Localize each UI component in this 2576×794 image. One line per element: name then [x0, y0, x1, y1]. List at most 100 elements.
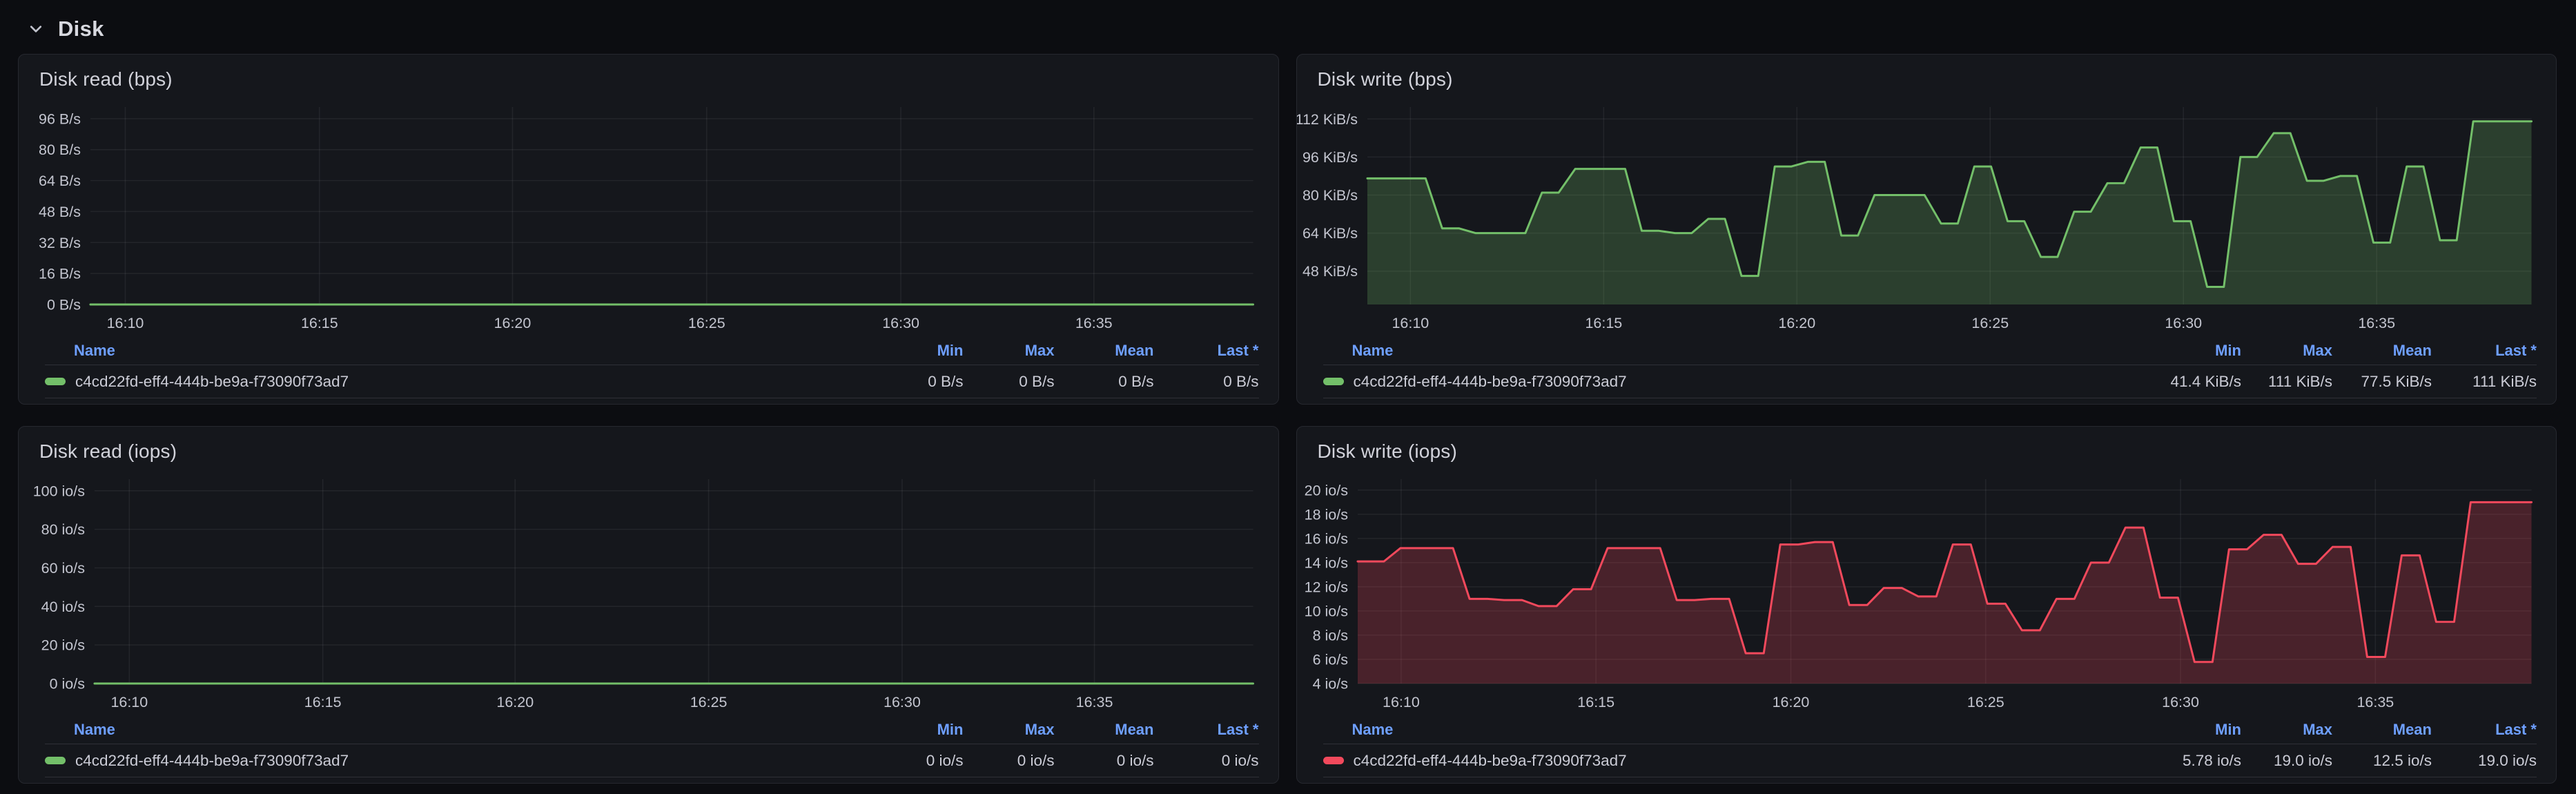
chart-wrap-1: 112 KiB/s 96 KiB/s 80 KiB/s 64 KiB/s 48 KiB/…: [1297, 92, 2557, 336]
svg-text:16:20: 16:20: [496, 694, 534, 710]
legend-last-value-3: 19.0 io/s: [2477, 751, 2537, 769]
svg-text:16:35: 16:35: [2357, 694, 2394, 710]
svg-text:80 B/s: 80 B/s: [39, 142, 81, 158]
svg-text:16:20: 16:20: [1778, 315, 1815, 331]
svg-text:16:35: 16:35: [1075, 315, 1113, 331]
panel-title-2[interactable]: Disk read (iops): [19, 427, 1278, 464]
svg-text:16:20: 16:20: [494, 315, 531, 331]
svg-text:16:15: 16:15: [1585, 315, 1622, 331]
svg-text:96 KiB/s: 96 KiB/s: [1302, 149, 1357, 166]
time-series-chart-3[interactable]: 20 io/s 18 io/s 16 io/s 14 io/s 12 io/s 10 io…: [1297, 464, 2557, 715]
legend-col-last-3[interactable]: Last *: [2495, 720, 2537, 738]
svg-text:112 KiB/s: 112 KiB/s: [1297, 111, 1358, 128]
panel-title-text-2: Disk read (iops): [39, 440, 177, 462]
legend-mean-value-1: 77.5 KiB/s: [2361, 372, 2432, 390]
time-series-chart-2[interactable]: 100 io/s 80 io/s 60 io/s 40 io/s 20 io/s 0 io…: [19, 464, 1278, 715]
chart-wrap-2: 100 io/s 80 io/s 60 io/s 40 io/s 20 io/s 0 io…: [19, 464, 1278, 715]
legend-col-last-1[interactable]: Last *: [2495, 341, 2537, 359]
svg-text:16:30: 16:30: [2165, 315, 2202, 331]
legend-series-row-3: c4cd22fd-eff4-444b-be9a-f73090f73ad7 5.7…: [1323, 744, 2537, 777]
panel-disk-write-bps: Disk write (bps) 112 KiB/s 96 KiB/s 80 KiB…: [1296, 54, 2557, 405]
legend-col-min-2[interactable]: Min: [937, 720, 964, 738]
svg-text:80 io/s: 80 io/s: [41, 521, 85, 538]
chart-wrap-3: 20 io/s 18 io/s 16 io/s 14 io/s 12 io/s 10 io…: [1297, 464, 2557, 715]
legend-min-value-1: 41.4 KiB/s: [2170, 372, 2241, 390]
legend-mean-value-3: 12.5 io/s: [2372, 751, 2432, 769]
svg-text:32 B/s: 32 B/s: [39, 235, 81, 251]
legend-col-min-0[interactable]: Min: [937, 341, 964, 359]
legend-col-mean-3[interactable]: Mean: [2392, 720, 2432, 738]
legend-series-row-0: c4cd22fd-eff4-444b-be9a-f73090f73ad7 0 B…: [45, 365, 1259, 398]
svg-text:16:30: 16:30: [882, 315, 919, 331]
legend-series-name-0[interactable]: c4cd22fd-eff4-444b-be9a-f73090f73ad7: [75, 372, 349, 390]
svg-text:6 io/s: 6 io/s: [1312, 651, 1347, 668]
svg-text:80 KiB/s: 80 KiB/s: [1302, 187, 1357, 204]
panel-title-0[interactable]: Disk read (bps): [19, 55, 1278, 92]
legend-2: Name Min Max Mean Last * c4cd22fd-eff4-4…: [19, 715, 1278, 783]
svg-text:20 io/s: 20 io/s: [41, 637, 85, 654]
panel-title-3[interactable]: Disk write (iops): [1297, 427, 2557, 464]
svg-text:18 io/s: 18 io/s: [1304, 506, 1347, 523]
svg-text:16:20: 16:20: [1772, 694, 1809, 710]
panel-title-1[interactable]: Disk write (bps): [1297, 55, 2557, 92]
legend-col-min-1[interactable]: Min: [2215, 341, 2241, 359]
legend-last-value-1: 111 KiB/s: [2472, 372, 2537, 390]
svg-text:0 io/s: 0 io/s: [50, 675, 85, 692]
svg-text:12 io/s: 12 io/s: [1304, 579, 1347, 595]
svg-text:16:30: 16:30: [2162, 694, 2199, 710]
legend-col-min-3[interactable]: Min: [2215, 720, 2241, 738]
legend-col-last-0[interactable]: Last *: [1217, 341, 1259, 359]
legend-min-value-2: 0 io/s: [926, 751, 964, 769]
legend-1: Name Min Max Mean Last * c4cd22fd-eff4-4…: [1297, 336, 2557, 404]
legend-name-cell-3: c4cd22fd-eff4-444b-be9a-f73090f73ad7: [1323, 752, 2138, 770]
legend-col-max-2[interactable]: Max: [1024, 720, 1055, 738]
legend-col-name-2[interactable]: Name: [74, 720, 115, 738]
legend-series-swatch-1: [1323, 378, 1344, 385]
time-series-chart-1[interactable]: 112 KiB/s 96 KiB/s 80 KiB/s 64 KiB/s 48 KiB/…: [1297, 92, 2557, 336]
svg-text:20 io/s: 20 io/s: [1304, 482, 1347, 498]
time-series-chart-0[interactable]: 96 B/s 80 B/s 64 B/s 48 B/s 32 B/s 16 B/s 0 B/…: [19, 92, 1278, 336]
row-header-disk[interactable]: Disk: [0, 0, 2576, 54]
legend-series-name-2[interactable]: c4cd22fd-eff4-444b-be9a-f73090f73ad7: [75, 751, 349, 769]
legend-series-name-3[interactable]: c4cd22fd-eff4-444b-be9a-f73090f73ad7: [1353, 751, 1627, 769]
svg-text:8 io/s: 8 io/s: [1312, 627, 1347, 643]
legend-header-3: Name Min Max Mean Last *: [1323, 715, 2537, 744]
chevron-down-icon: [28, 21, 44, 37]
legend-max-value-3: 19.0 io/s: [2273, 751, 2332, 769]
legend-max-value-1: 111 KiB/s: [2268, 372, 2332, 390]
legend-col-max-3[interactable]: Max: [2303, 720, 2332, 738]
svg-text:64 KiB/s: 64 KiB/s: [1302, 225, 1357, 242]
legend-series-name-1[interactable]: c4cd22fd-eff4-444b-be9a-f73090f73ad7: [1353, 372, 1627, 390]
legend-max-value-0: 0 B/s: [1019, 372, 1055, 390]
svg-text:0 B/s: 0 B/s: [47, 296, 81, 313]
legend-series-swatch-3: [1323, 757, 1344, 764]
svg-text:48 B/s: 48 B/s: [39, 204, 81, 220]
legend-col-mean-0[interactable]: Mean: [1115, 341, 1154, 359]
svg-text:16:25: 16:25: [688, 315, 725, 331]
legend-col-mean-1[interactable]: Mean: [2392, 341, 2432, 359]
legend-col-max-0[interactable]: Max: [1024, 341, 1055, 359]
legend-col-name-1[interactable]: Name: [1352, 341, 1394, 359]
panel-title-text-0: Disk read (bps): [39, 68, 173, 90]
svg-text:100 io/s: 100 io/s: [33, 483, 85, 499]
legend-col-name-0[interactable]: Name: [74, 341, 115, 359]
svg-text:16:35: 16:35: [1076, 694, 1113, 710]
svg-text:16:15: 16:15: [304, 694, 342, 710]
legend-last-value-2: 0 io/s: [1221, 751, 1259, 769]
legend-header-0: Name Min Max Mean Last *: [45, 336, 1259, 365]
svg-text:16:15: 16:15: [1577, 694, 1614, 710]
legend-mean-value-2: 0 io/s: [1116, 751, 1154, 769]
svg-text:16:10: 16:10: [1383, 694, 1420, 710]
legend-name-cell-1: c4cd22fd-eff4-444b-be9a-f73090f73ad7: [1323, 373, 2138, 391]
legend-col-mean-2[interactable]: Mean: [1115, 720, 1154, 738]
panel-disk-read-bps: Disk read (bps) 96 B/s 80 B/s 64 B/s 48 B/s…: [18, 54, 1279, 405]
legend-col-name-3[interactable]: Name: [1352, 720, 1394, 738]
legend-col-max-1[interactable]: Max: [2303, 341, 2332, 359]
svg-text:16:10: 16:10: [1392, 315, 1429, 331]
legend-col-last-2[interactable]: Last *: [1217, 720, 1259, 738]
svg-text:60 io/s: 60 io/s: [41, 560, 85, 577]
legend-min-value-3: 5.78 io/s: [2182, 751, 2241, 769]
legend-header-2: Name Min Max Mean Last *: [45, 715, 1259, 744]
legend-0: Name Min Max Mean Last * c4cd22fd-eff4-4…: [19, 336, 1278, 404]
